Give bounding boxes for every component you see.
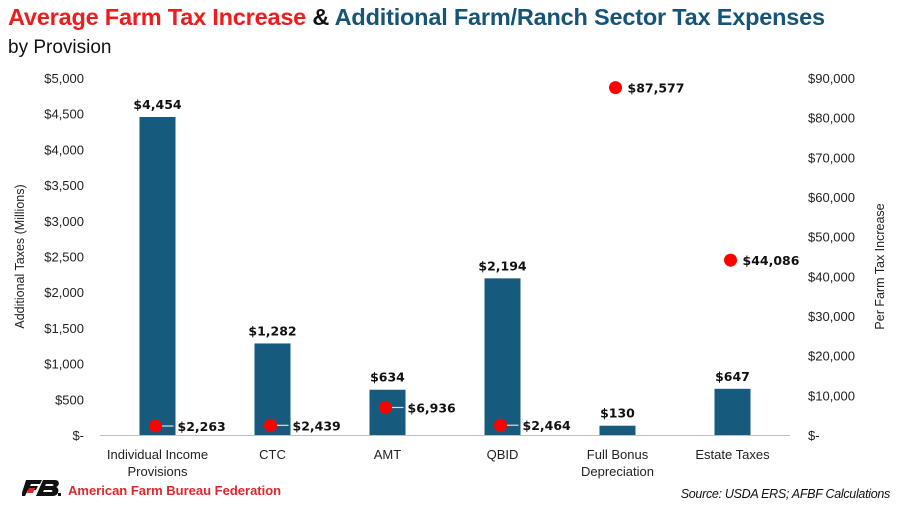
chart-title: Average Farm Tax Increase & Additional F… [8,4,825,31]
bar-value-label: $2,194 [478,258,527,273]
left-axis-tick-label: $3,500 [44,178,84,193]
left-axis-tick-label: $2,000 [44,285,84,300]
right-axis-tick-label: $40,000 [808,269,855,284]
left-axis-tick-label: $1,500 [44,321,84,336]
right-axis-title: Per Farm Tax Increase [873,203,887,329]
per-farm-dot [609,81,622,95]
title-ampersand: & [312,4,330,30]
organization-name: American Farm Bureau Federation [68,483,282,498]
left-axis-tick-label: $- [72,428,84,443]
right-axis-tick-label: $30,000 [808,309,855,324]
category-label: Estate Taxes [695,447,770,462]
category-label: Full Bonus [587,447,649,462]
per-farm-value-label: $87,577 [628,81,685,96]
left-axis-tick-label: $5,000 [44,71,84,86]
right-axis-tick-label: $70,000 [808,150,855,165]
left-axis-tick-label: $1,000 [44,357,84,372]
per-farm-dot [264,418,277,432]
per-farm-dot [379,400,392,414]
per-farm-dot [149,419,162,433]
per-farm-value-label: $2,464 [523,418,572,433]
bar [714,388,751,435]
left-axis-tick-label: $4,500 [44,107,84,122]
per-farm-value-label: $6,936 [408,400,457,415]
bar-value-label: $647 [715,369,750,384]
left-axis-ticks: $- $500 $1,000 $1,500 $2,000 $2,500 $3,000 $3,5… [44,71,84,443]
bar-value-label: $4,454 [133,97,182,112]
left-axis-title: Additional Taxes (Millions) [13,184,27,328]
category-label: AMT [374,447,402,462]
category-label: QBID [487,447,519,462]
title-farm-tax-increase: Average Farm Tax Increase [8,4,307,30]
source-note: Source: USDA ERS; AFBF Calculations [680,487,891,501]
left-axis-tick-label: $3,000 [44,214,84,229]
chart-subtitle: by Provision [8,37,112,58]
category-labels: Individual Income Provisions CTC AMT QBID Ful… [107,447,770,479]
bar [139,116,176,435]
right-axis-tick-label: $20,000 [808,349,855,364]
per-farm-value-label: $2,263 [178,419,226,434]
right-axis-ticks: $- $10,000 $20,000 $30,000 $40,000 $50,000 $60… [808,71,855,443]
per-farm-dot [494,418,507,432]
right-axis-tick-label: $80,000 [808,111,855,126]
category-label: CTC [259,447,286,462]
category-label: Provisions [128,464,188,479]
left-axis-tick-label: $500 [55,392,84,407]
bar-value-label: $130 [600,406,635,421]
right-axis-tick-label: $50,000 [808,230,855,245]
per-farm-value-label: $2,439 [293,418,341,433]
bar-value-label: $1,282 [248,323,296,338]
right-axis-tick-label: $- [808,428,820,443]
bar [484,278,521,435]
category-label: Individual Income [107,447,208,462]
bar [599,425,636,435]
left-axis-tick-label: $4,000 [44,142,84,157]
title-sector-tax-expenses: Additional Farm/Ranch Sector Tax Expense… [334,4,825,30]
right-axis-tick-label: $90,000 [808,71,855,86]
afbf-logo-icon [22,480,61,496]
per-farm-dot [724,253,737,267]
per-farm-value-label: $44,086 [743,253,800,268]
right-axis-tick-label: $10,000 [808,388,855,403]
per-farm-series: $2,263 $2,439 $6,936 $2,464 $87,577 $44,086 [149,81,800,434]
category-label: Depreciation [581,464,654,479]
bar-value-label: $634 [370,370,405,385]
bar-series: $4,454 $1,282 $634 $2,194 $130 $647 [133,97,751,435]
left-axis-tick-label: $2,500 [44,250,84,265]
right-axis-tick-label: $60,000 [808,190,855,205]
